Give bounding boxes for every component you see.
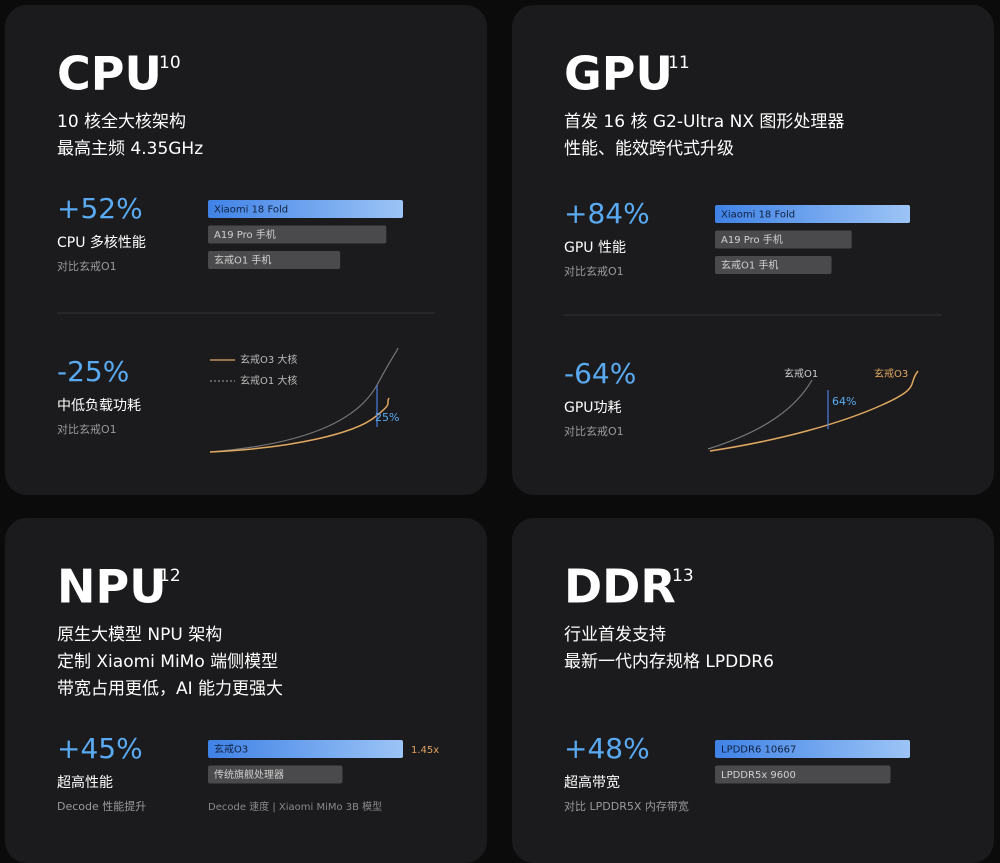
title-superscript: 12 (159, 566, 181, 586)
stat-label: 中低负载功耗 (57, 398, 141, 414)
annotation: 64% (832, 395, 856, 408)
stat-label: 超高带宽 (564, 774, 620, 791)
stat-value: +45% (57, 732, 143, 765)
curve-gray (209, 347, 399, 453)
bar-label: A19 Pro 手机 (214, 228, 276, 241)
description-line: 带宽占用更低，AI 能力更强大 (57, 679, 283, 699)
description-line: 最新一代内存规格 LPDDR6 (564, 652, 774, 672)
title-superscript: 13 (672, 566, 694, 586)
bar-label: 玄戒O1 手机 (721, 259, 778, 272)
bar (715, 230, 852, 249)
description-line: 行业首发支持 (564, 625, 666, 645)
description-line: 首发 16 核 G2-Ultra NX 图形处理器 (564, 112, 844, 132)
description-line: 性能、能效跨代式升级 (564, 139, 734, 159)
bar-label: 玄戒O3 (214, 743, 248, 756)
bar (208, 225, 387, 244)
stat-note: 对比玄戒O1 (57, 422, 117, 436)
chart-label: 玄戒O1 (784, 367, 818, 380)
bar (715, 740, 910, 758)
description-line: 最高主频 4.35GHz (57, 139, 203, 159)
stat-label: GPU功耗 (564, 400, 622, 416)
description-line: 10 核全大核架构 (57, 112, 186, 132)
title-superscript: 10 (159, 53, 181, 73)
stat-note: 对比玄戒O1 (57, 259, 117, 273)
stat-note: 对比玄戒O1 (564, 424, 624, 438)
bar-label: Xiaomi 18 Fold (214, 205, 288, 216)
bar (208, 765, 343, 784)
bar (715, 205, 910, 223)
chart-label: 玄戒O3 (874, 367, 908, 380)
description-line: 定制 Xiaomi MiMo 端侧模型 (57, 652, 278, 672)
stat-value: +48% (564, 732, 650, 765)
stat-note: 对比玄戒O1 (564, 264, 624, 278)
bar (715, 765, 891, 784)
bar-label: LPDDR5x 9600 (721, 770, 796, 781)
stat-value: -64% (564, 357, 636, 390)
stat-label: CPU 多核性能 (57, 234, 146, 251)
curve-orange (709, 370, 919, 452)
legend-label: 玄戒O1 大核 (240, 374, 297, 387)
legend-label: 玄戒O3 大核 (240, 353, 297, 366)
card-background (5, 5, 487, 495)
annotation: 25% (375, 411, 399, 424)
stat-label: GPU 性能 (564, 240, 626, 256)
description-line: 原生大模型 NPU 架构 (57, 625, 222, 645)
card-title: GPU (564, 47, 673, 101)
title-superscript: 11 (668, 53, 690, 73)
card-title: DDR (564, 560, 676, 614)
bar (715, 256, 832, 274)
card-title: NPU (57, 560, 167, 614)
bar-label: Xiaomi 18 Fold (721, 210, 795, 221)
stat-value: +84% (564, 197, 650, 230)
stat-note: 对比 LPDDR5X 内存带宽 (564, 799, 689, 813)
bar (208, 200, 403, 218)
stat-note: Decode 性能提升 (57, 799, 146, 813)
curve-orange (209, 397, 390, 453)
bar-label: LPDDR6 10667 (721, 745, 796, 756)
curve-gray (707, 379, 813, 450)
bar-label: A19 Pro 手机 (721, 233, 783, 246)
card-background (512, 5, 994, 495)
stat-value: -25% (57, 355, 129, 388)
bars-note: Decode 速度 | Xiaomi MiMo 3B 模型 (208, 800, 382, 813)
bar (208, 740, 403, 758)
bar (208, 251, 341, 269)
stat-value: +52% (57, 192, 143, 225)
bar-label: 玄戒O1 手机 (214, 254, 271, 267)
card-title: CPU (57, 47, 162, 101)
card-background (5, 518, 487, 863)
bar-value-label: 1.45x (411, 745, 439, 756)
stat-label: 超高性能 (57, 774, 113, 791)
bar-label: 传统旗舰处理器 (214, 768, 284, 781)
